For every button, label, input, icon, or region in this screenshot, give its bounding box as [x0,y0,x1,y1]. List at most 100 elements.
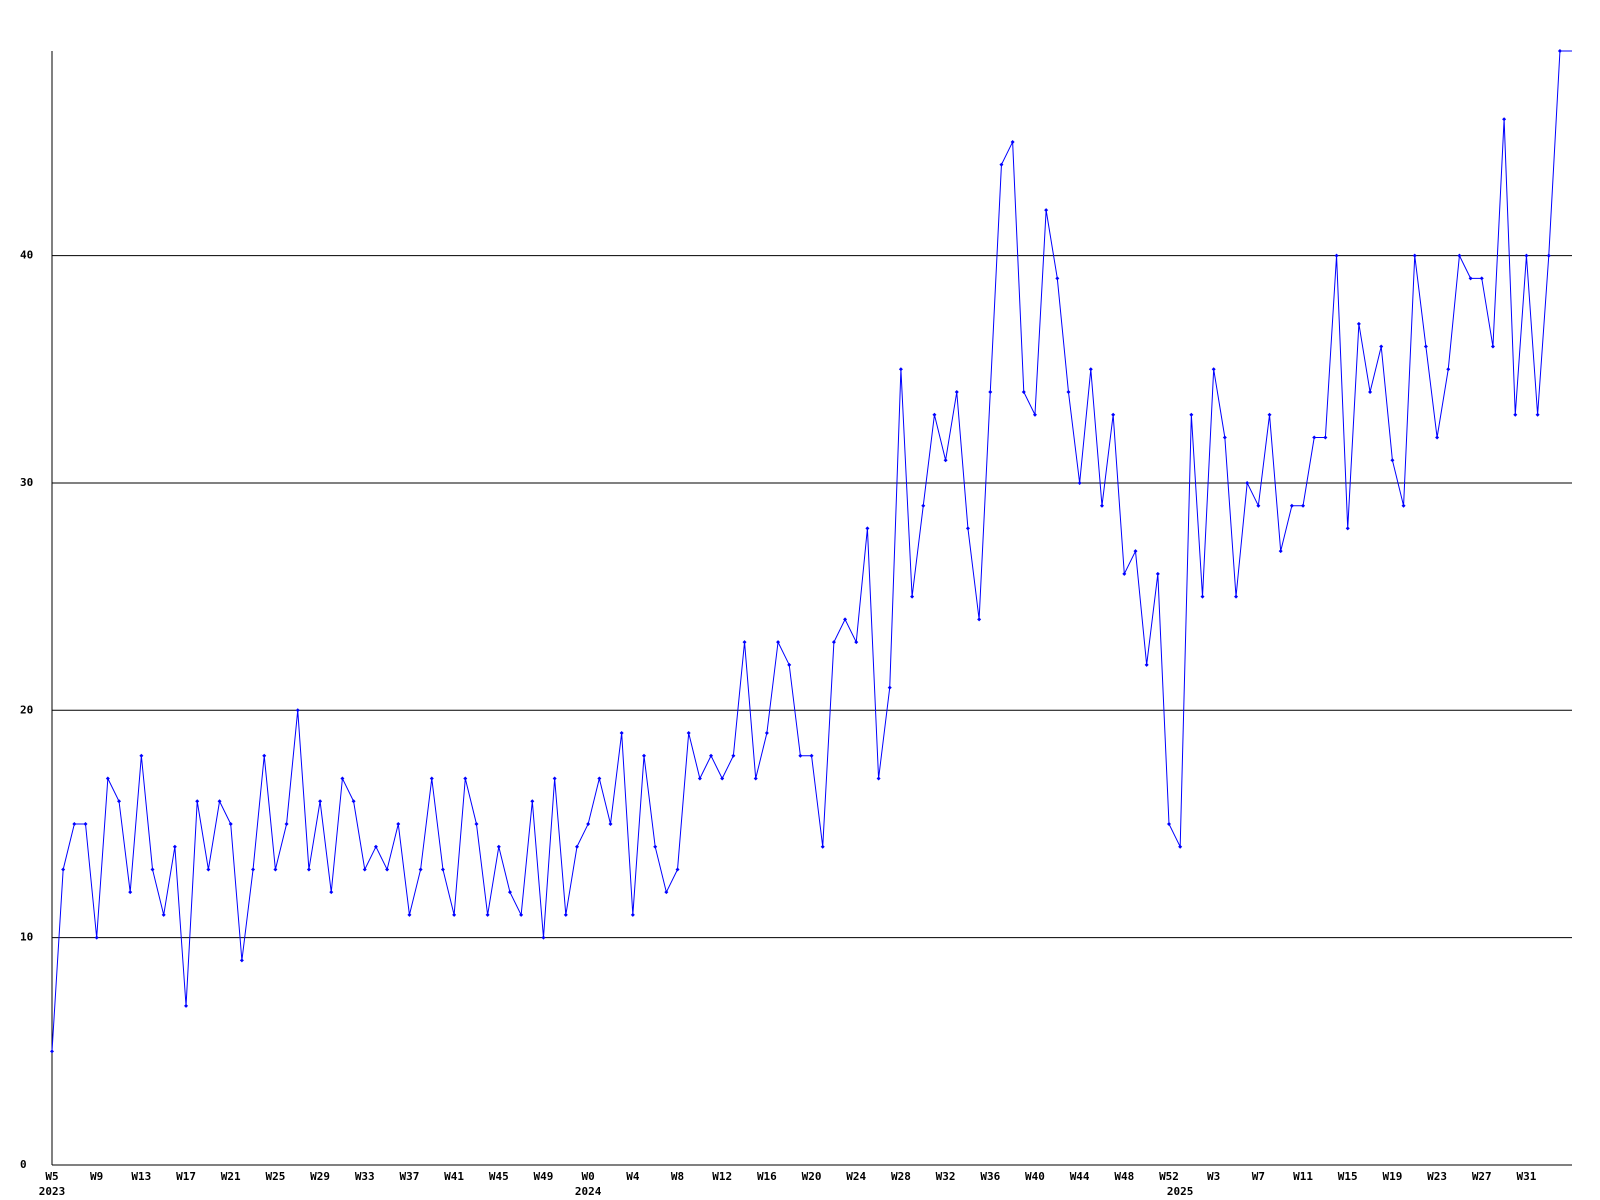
x-tick-label: W19 [1382,1170,1402,1183]
point-marker [1122,571,1127,576]
point-marker [831,640,836,645]
x-tick-label: W27 [1472,1170,1492,1183]
point-marker [139,753,144,758]
point-marker [898,367,903,372]
point-marker [1435,435,1440,440]
point-marker [731,753,736,758]
point-marker [1345,526,1350,531]
point-marker [854,640,859,645]
point-marker [977,617,982,622]
point-marker [1200,594,1205,599]
point-marker [1289,503,1294,508]
point-marker [351,799,356,804]
x-tick-label: W0 [582,1170,595,1183]
point-marker [1323,435,1328,440]
point-marker [1178,844,1183,849]
point-marker [385,867,390,872]
point-marker [128,890,133,895]
point-marker [664,890,669,895]
point-marker [117,799,122,804]
point-marker [1557,49,1562,53]
x-tick-label: W25 [265,1170,285,1183]
point-marker [161,912,166,917]
x-tick-label: W45 [489,1170,509,1183]
point-marker [1032,412,1037,417]
point-marker [630,912,635,917]
point-marker [1468,276,1473,281]
x-tick-label: W52 [1159,1170,1179,1183]
point-marker [921,503,926,508]
point-marker [440,867,445,872]
point-marker [1479,276,1484,281]
point-marker [217,799,222,804]
point-marker [306,867,311,872]
point-marker [1502,117,1507,122]
point-marker [720,776,725,781]
point-marker [530,799,535,804]
point-marker [1267,412,1272,417]
point-marker [619,731,624,736]
point-marker [150,867,155,872]
x-tick-label: W5 [45,1170,58,1183]
point-marker [586,821,591,826]
point-marker [463,776,468,781]
point-marker [195,799,200,804]
y-tick-label: 0 [20,1158,27,1171]
point-marker [485,912,490,917]
y-tick-label: 40 [20,249,33,262]
point-marker [1535,412,1540,417]
point-marker [943,458,948,463]
point-marker [1278,549,1283,554]
x-tick-label: W24 [846,1170,866,1183]
point-marker [262,753,267,758]
point-marker [239,958,244,963]
x-tick-label: W37 [400,1170,420,1183]
x-tick-label: W3 [1207,1170,1220,1183]
point-marker [496,844,501,849]
point-marker [1379,344,1384,349]
point-marker [1044,208,1049,213]
point-marker [1111,412,1116,417]
x-tick-label: W20 [802,1170,822,1183]
x-tick-label: W32 [936,1170,956,1183]
point-marker [1055,276,1060,281]
point-marker [251,867,256,872]
point-marker [407,912,412,917]
x-tick-label: W44 [1070,1170,1090,1183]
point-marker [787,662,792,667]
point-marker [865,526,870,531]
point-marker [1222,435,1227,440]
point-marker [362,867,367,872]
point-marker [954,390,959,395]
x-tick-label: W9 [90,1170,103,1183]
point-marker [373,844,378,849]
point-marker [1211,367,1216,372]
point-marker [541,935,546,940]
point-marker [50,1049,54,1054]
point-marker [965,526,970,531]
point-marker [295,708,300,713]
point-marker [675,867,680,872]
point-marker [910,594,915,599]
year-label: 2024 [575,1185,602,1198]
point-marker [1546,253,1551,258]
point-marker [1513,412,1518,417]
x-tick-label: W16 [757,1170,777,1183]
point-marker [1077,480,1082,485]
point-marker [519,912,524,917]
point-marker [1401,503,1406,508]
point-marker [184,1003,189,1008]
x-tick-label: W17 [176,1170,196,1183]
point-marker [820,844,825,849]
point-marker [574,844,579,849]
point-marker [764,731,769,736]
point-marker [1189,412,1194,417]
point-marker [1144,662,1149,667]
point-marker [1167,821,1171,826]
point-marker [1010,139,1015,144]
point-marker [742,640,747,645]
point-marker [452,912,457,917]
point-marker [1423,344,1428,349]
y-tick-label: 20 [20,703,33,716]
